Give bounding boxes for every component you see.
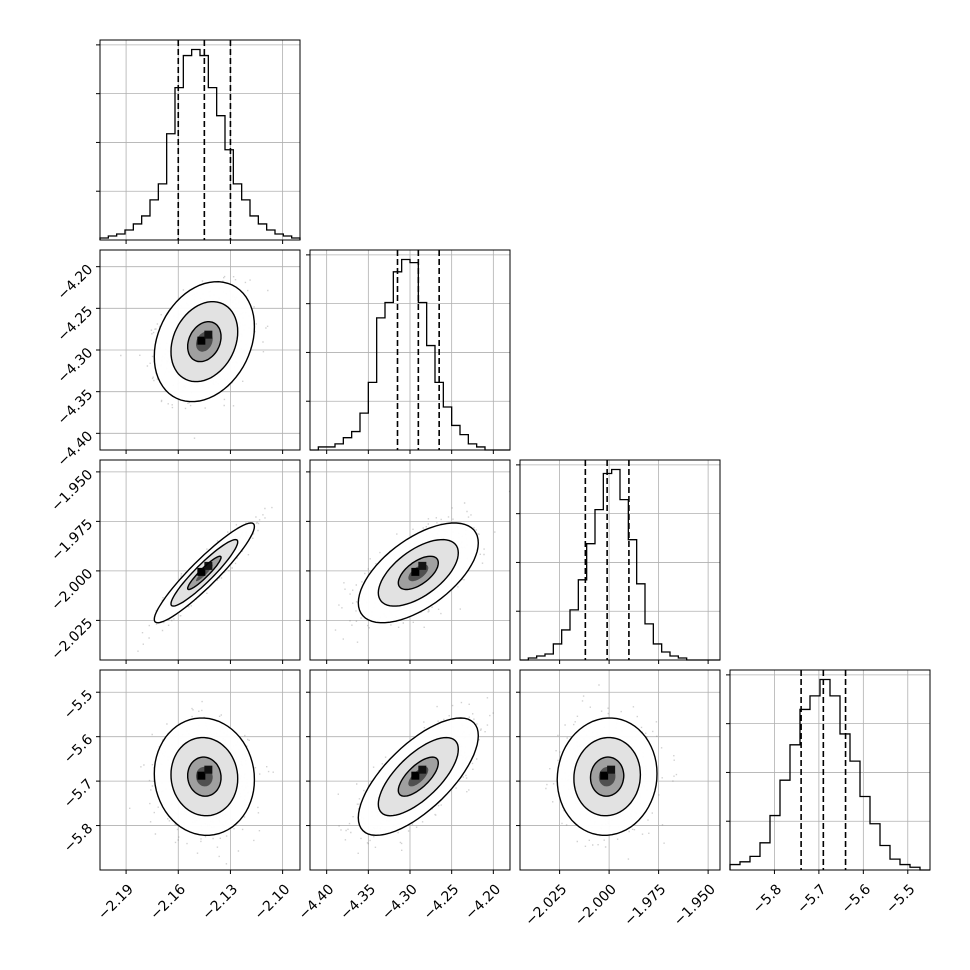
density-peak (197, 567, 206, 576)
axes-frame (519, 459, 721, 661)
contour-line (170, 736, 239, 817)
contour-line (589, 756, 625, 797)
panel-content (137, 506, 273, 652)
density-peak (197, 771, 206, 780)
hist-panel-0 (96, 39, 301, 244)
panel-content (129, 700, 274, 865)
density-peak (607, 765, 616, 774)
contour-line (397, 555, 440, 591)
density-peak (411, 567, 420, 576)
pair-panel-2-0 (96, 459, 301, 664)
pair-panel-2-1 (306, 459, 511, 664)
hist-panel-2 (516, 459, 721, 664)
density-peak (204, 561, 213, 570)
hist-panel-1 (306, 249, 511, 454)
contour-line (357, 717, 480, 837)
contour-line (397, 756, 440, 797)
hist-frame-bg (100, 40, 300, 240)
histogram-2 (520, 468, 720, 661)
axes-frame (99, 39, 301, 241)
axes-frame (729, 669, 931, 871)
contour-line (153, 522, 256, 624)
panel-content (337, 697, 494, 854)
histogram-3 (729, 678, 930, 871)
panel-content (545, 684, 678, 860)
hist-frame-bg (730, 670, 930, 870)
contour-line (573, 736, 642, 817)
contour-line (153, 280, 256, 403)
contour-line (170, 538, 239, 607)
histogram-1 (310, 258, 510, 451)
pair-panel-1-0 (96, 249, 301, 454)
contour-line (357, 522, 480, 624)
density-peak (418, 765, 427, 774)
density-peak (197, 336, 206, 345)
density-peak (204, 330, 213, 339)
contour-line (170, 301, 239, 383)
contour-line (187, 321, 222, 363)
pair-panel-3-2 (516, 669, 721, 874)
pair-panel-3-0 (96, 669, 301, 874)
contour-line (187, 555, 222, 591)
density-peak (418, 561, 427, 570)
density-peak (600, 771, 609, 780)
contour-line (377, 736, 460, 817)
contour-line (556, 717, 658, 836)
hist-panel-3 (726, 669, 931, 874)
contour-line (187, 756, 222, 797)
axes-frame (99, 459, 301, 661)
density-peak (204, 765, 213, 774)
panel-content (120, 275, 269, 439)
axes-frame (519, 669, 721, 871)
contour-line (377, 538, 460, 607)
axes-frame (99, 669, 301, 871)
histogram-0 (99, 48, 301, 240)
contour-line (153, 717, 256, 836)
density-peak (411, 771, 420, 780)
pair-panel-3-1 (306, 669, 511, 874)
panel-content (334, 490, 510, 643)
